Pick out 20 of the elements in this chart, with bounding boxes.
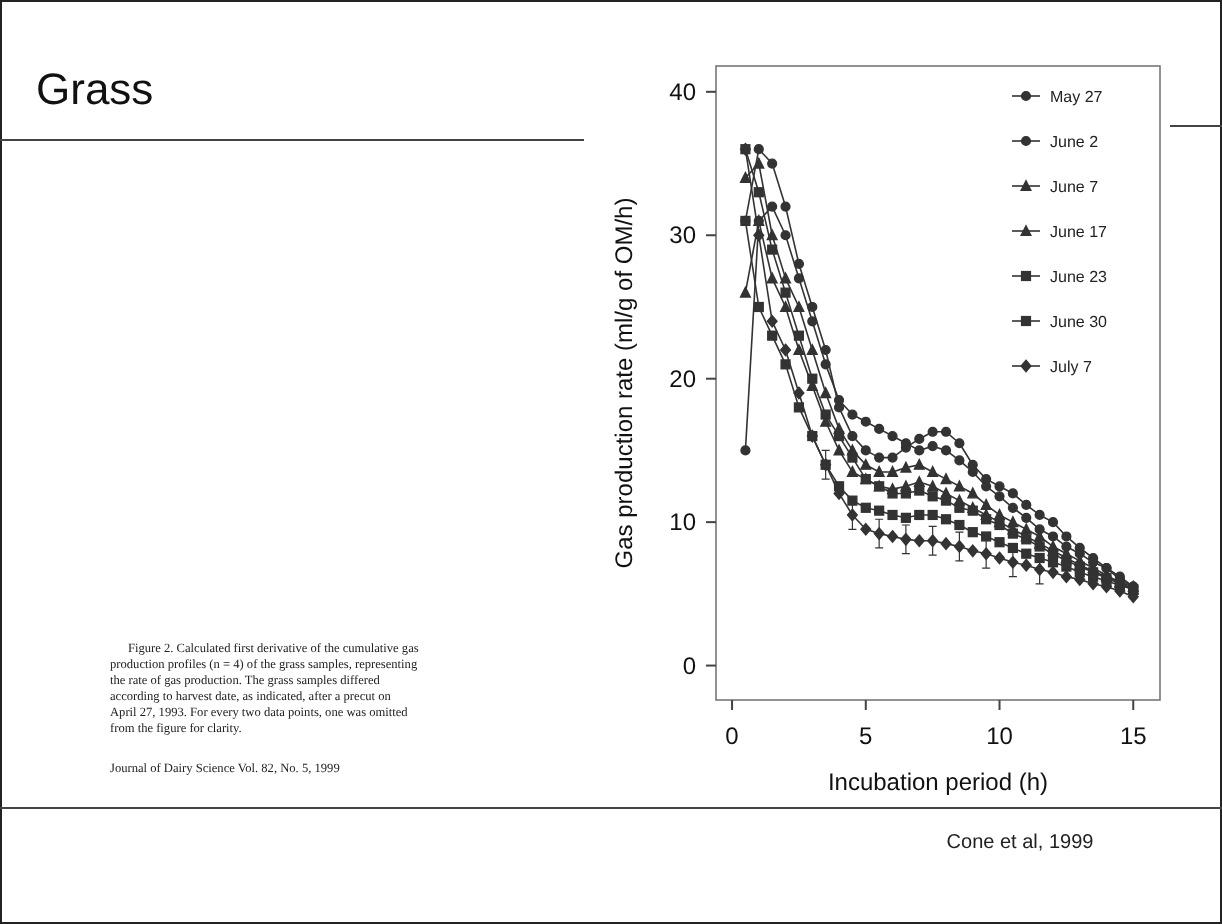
legend-label: June 2 <box>1050 133 1100 151</box>
legend-label: June 17 <box>1050 223 1109 241</box>
legend-label: June 23 <box>1050 268 1109 286</box>
x-axis-title: Incubation period (h) <box>827 768 1049 796</box>
y-tick-label: 0 <box>682 651 697 680</box>
legend-label: July 7 <box>1050 358 1093 376</box>
legend-label: June 7 <box>1050 178 1100 196</box>
x-tick-label: 10 <box>986 722 1014 750</box>
text: Grass <box>36 64 154 114</box>
y-axis-title: Gas production rate (ml/g of OM/h) <box>610 197 638 569</box>
text: Cone et al, 1999 <box>946 832 1095 854</box>
x-tick-label: 15 <box>1119 722 1148 750</box>
x-tick-label: 5 <box>859 722 874 750</box>
y-tick-label: 20 <box>669 364 697 393</box>
y-tick-label: 30 <box>669 221 697 250</box>
x-tick-label: 0 <box>725 722 740 750</box>
y-tick-label: 10 <box>669 508 697 537</box>
legend-label: May 27 <box>1050 88 1104 106</box>
y-tick-label: 40 <box>669 77 697 106</box>
legend-label: June 30 <box>1050 313 1109 331</box>
